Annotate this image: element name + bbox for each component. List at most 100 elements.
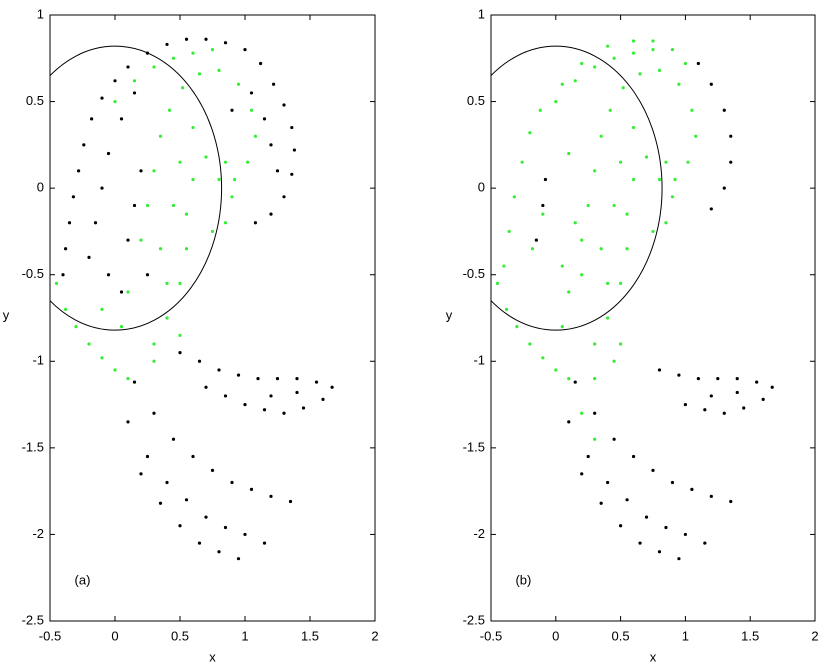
point xyxy=(657,368,662,372)
plot-area xyxy=(491,39,774,561)
point xyxy=(269,212,273,216)
x-tick-label: 0 xyxy=(111,628,118,643)
point xyxy=(593,169,597,173)
circle-outline xyxy=(50,45,223,331)
point xyxy=(165,42,169,47)
point xyxy=(197,359,202,363)
point xyxy=(690,108,694,112)
point xyxy=(599,134,603,138)
point xyxy=(191,454,195,459)
y-tick-label: 0.5 xyxy=(467,93,485,108)
point xyxy=(664,221,668,225)
point xyxy=(292,148,296,152)
point xyxy=(735,377,739,381)
point xyxy=(223,160,228,164)
point xyxy=(204,515,208,519)
point xyxy=(593,342,597,346)
point xyxy=(638,72,642,76)
point xyxy=(599,247,603,251)
point xyxy=(236,373,241,377)
point xyxy=(132,203,137,208)
point xyxy=(87,255,91,259)
y-tick-label: 0 xyxy=(37,180,44,195)
point xyxy=(259,61,263,66)
y-tick-label: -2 xyxy=(473,526,485,541)
point xyxy=(165,316,169,320)
point xyxy=(608,108,612,112)
point xyxy=(100,356,104,360)
x-tick-label: 1 xyxy=(682,628,689,643)
point xyxy=(217,177,221,182)
point xyxy=(599,501,603,505)
point xyxy=(573,79,577,83)
point xyxy=(560,82,564,86)
point xyxy=(657,177,662,182)
point xyxy=(657,550,662,554)
point xyxy=(722,108,726,112)
y-tick-label: 1 xyxy=(478,6,485,21)
point xyxy=(158,247,163,251)
point xyxy=(619,160,623,164)
point xyxy=(184,212,189,216)
point xyxy=(223,221,228,225)
point xyxy=(243,48,247,52)
point xyxy=(178,351,182,355)
point xyxy=(677,373,681,377)
point xyxy=(158,501,163,505)
point xyxy=(126,377,130,381)
x-tick-label: 1.5 xyxy=(741,628,759,643)
point xyxy=(217,368,221,372)
point xyxy=(82,143,86,147)
point xyxy=(236,557,241,561)
point xyxy=(100,186,104,190)
point xyxy=(178,524,182,528)
x-tick-label: 1 xyxy=(241,628,248,643)
point xyxy=(683,532,688,537)
point xyxy=(651,468,655,472)
point xyxy=(670,195,675,199)
point xyxy=(586,203,590,208)
point xyxy=(184,247,189,251)
point xyxy=(204,155,208,159)
point xyxy=(606,44,610,48)
point xyxy=(106,151,111,156)
point xyxy=(301,406,306,410)
point xyxy=(106,273,111,277)
point xyxy=(722,411,726,415)
y-tick-label: -2.5 xyxy=(22,612,44,627)
point xyxy=(554,99,558,104)
point xyxy=(67,221,72,225)
point xyxy=(139,238,143,242)
point xyxy=(165,281,169,285)
point xyxy=(197,541,202,545)
point xyxy=(735,390,739,395)
point xyxy=(619,524,623,528)
point xyxy=(158,134,163,138)
point xyxy=(631,454,636,459)
point xyxy=(314,380,319,384)
axes-frame xyxy=(49,14,376,622)
point xyxy=(210,229,215,234)
point xyxy=(54,281,59,285)
point xyxy=(152,342,156,346)
point xyxy=(217,68,221,73)
x-tick-label: 1.5 xyxy=(301,628,319,643)
point xyxy=(272,82,276,86)
point xyxy=(512,195,516,199)
x-tick-label: 0 xyxy=(552,628,559,643)
point xyxy=(612,56,616,60)
point xyxy=(696,61,700,66)
point xyxy=(246,160,250,164)
point xyxy=(683,402,688,407)
point xyxy=(184,37,189,41)
point xyxy=(631,39,636,43)
point xyxy=(262,117,267,121)
point xyxy=(696,377,700,381)
point xyxy=(210,48,215,52)
point xyxy=(178,281,182,285)
point xyxy=(191,177,195,182)
point xyxy=(621,86,625,90)
point xyxy=(126,420,130,424)
point xyxy=(612,437,616,441)
point xyxy=(567,151,571,156)
